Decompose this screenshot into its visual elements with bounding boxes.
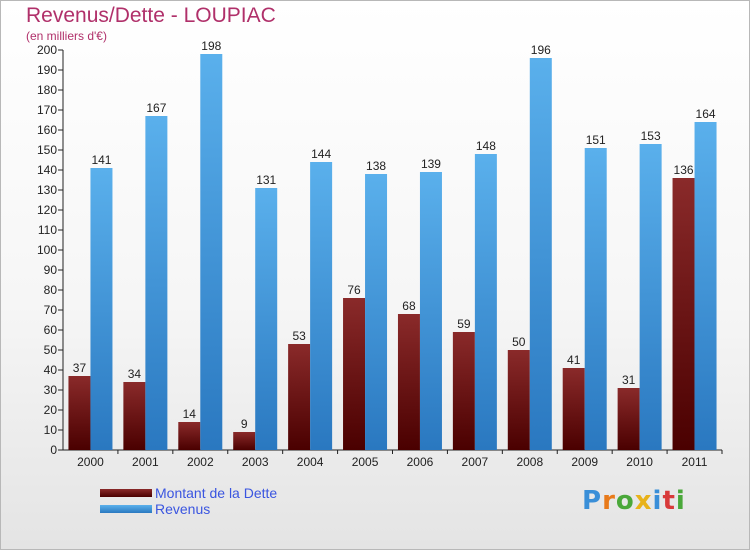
bar-debt (343, 298, 366, 450)
y-tick-label: 110 (38, 223, 57, 237)
bar-revenue (529, 58, 552, 450)
chart-subtitle: (en milliers d'€) (26, 29, 107, 43)
data-label-debt: 136 (674, 163, 694, 177)
y-tick-label: 80 (44, 283, 58, 297)
bar-debt (617, 388, 640, 450)
logo-letter: i (675, 486, 686, 516)
y-tick-label: 140 (37, 163, 57, 177)
bars (68, 54, 717, 450)
data-label-debt: 14 (183, 407, 197, 421)
bar-debt (672, 178, 695, 450)
y-tick-label: 10 (44, 423, 58, 437)
bar-debt (123, 382, 146, 450)
bar-revenue (419, 172, 442, 450)
legend-swatch-revenue (100, 505, 152, 513)
bar-debt (233, 432, 256, 450)
bar-revenue (145, 116, 168, 450)
bar-debt (452, 332, 475, 450)
bar-debt (507, 350, 530, 450)
y-tick-label: 20 (44, 403, 58, 417)
data-label-revenue: 167 (146, 101, 166, 115)
x-tick-label: 2011 (682, 455, 708, 469)
data-label-debt: 53 (292, 329, 306, 343)
data-label-revenue: 131 (256, 173, 276, 187)
chart-title: Revenus/Dette - LOUPIAC (26, 4, 276, 27)
x-tick-label: 2000 (77, 455, 104, 469)
y-tick-label: 190 (37, 63, 57, 77)
y-tick-label: 100 (37, 243, 57, 257)
x-tick-label: 2005 (352, 455, 379, 469)
legend-swatch-debt (100, 489, 152, 497)
x-tick-label: 2003 (242, 455, 269, 469)
data-label-revenue: 198 (201, 39, 221, 53)
y-tick-label: 50 (44, 343, 58, 357)
y-tick-label: 200 (37, 43, 57, 57)
axes: 0 10 20 30 40 50 60 70 80 90 100 110 120 130 140 150 160… (37, 43, 723, 469)
y-tick-label: 180 (37, 83, 57, 97)
data-label-debt: 50 (512, 335, 526, 349)
data-label-debt: 31 (622, 373, 636, 387)
data-label-debt: 68 (402, 299, 416, 313)
data-label-revenue: 138 (366, 159, 386, 173)
labels: 37 141 34 167 14 198 9 131 53 144 76 138 68 139 59 148 5… (73, 39, 716, 431)
bar-revenue (694, 122, 717, 450)
data-label-debt: 76 (347, 283, 361, 297)
x-tick-label: 2004 (297, 455, 324, 469)
y-tick-label: 130 (37, 183, 57, 197)
logo-letter: t (662, 486, 676, 516)
legend-label-revenue: Revenus (155, 501, 211, 517)
bar-debt (178, 422, 201, 450)
y-tick-label: 170 (37, 103, 57, 117)
data-label-debt: 37 (73, 361, 87, 375)
proxiti-logo: Proxiti (582, 486, 686, 516)
logo-letter: r (602, 486, 616, 516)
data-label-revenue: 141 (91, 153, 111, 167)
data-label-revenue: 153 (641, 129, 661, 143)
y-tick-label: 60 (44, 323, 58, 337)
bar-revenue (200, 54, 223, 450)
data-label-debt: 59 (457, 317, 471, 331)
bar-revenue (639, 144, 662, 450)
legend-label-debt: Montant de la Dette (155, 485, 278, 501)
bar-revenue (584, 148, 607, 450)
x-tick-label: 2010 (626, 455, 653, 469)
data-label-debt: 34 (128, 367, 142, 381)
y-tick-label: 40 (44, 363, 58, 377)
logo-letter: x (634, 486, 653, 516)
y-tick-label: 70 (44, 303, 58, 317)
y-tick-label: 160 (37, 123, 57, 137)
bar-revenue (255, 188, 278, 450)
data-label-revenue: 139 (421, 157, 441, 171)
logo-letter: o (615, 486, 635, 516)
x-tick-label: 2001 (132, 455, 159, 469)
data-label-revenue: 196 (531, 43, 551, 57)
y-tick-label: 30 (44, 383, 58, 397)
x-tick-label: 2007 (462, 455, 489, 469)
y-tick-label: 150 (37, 143, 57, 157)
bar-revenue (365, 174, 388, 450)
x-tick-label: 2008 (516, 455, 543, 469)
data-label-revenue: 144 (311, 147, 331, 161)
bar-debt (68, 376, 91, 450)
bar-debt (288, 344, 311, 450)
logo-letter: P (582, 486, 603, 516)
bar-debt (562, 368, 585, 450)
bar-debt (397, 314, 420, 450)
bar-revenue (310, 162, 333, 450)
bar-revenue (474, 154, 497, 450)
x-tick-label: 2006 (407, 455, 434, 469)
data-label-debt: 9 (241, 417, 248, 431)
y-tick-label: 90 (44, 263, 58, 277)
x-tick-label: 2009 (571, 455, 598, 469)
y-tick-label: 0 (50, 443, 57, 457)
data-label-revenue: 164 (696, 107, 716, 121)
x-tick-label: 2002 (187, 455, 214, 469)
data-label-revenue: 151 (586, 133, 606, 147)
data-label-revenue: 148 (476, 139, 496, 153)
bar-revenue (90, 168, 113, 450)
y-tick-label: 120 (37, 203, 57, 217)
data-label-debt: 41 (567, 353, 581, 367)
logo-letter: i (652, 486, 663, 516)
